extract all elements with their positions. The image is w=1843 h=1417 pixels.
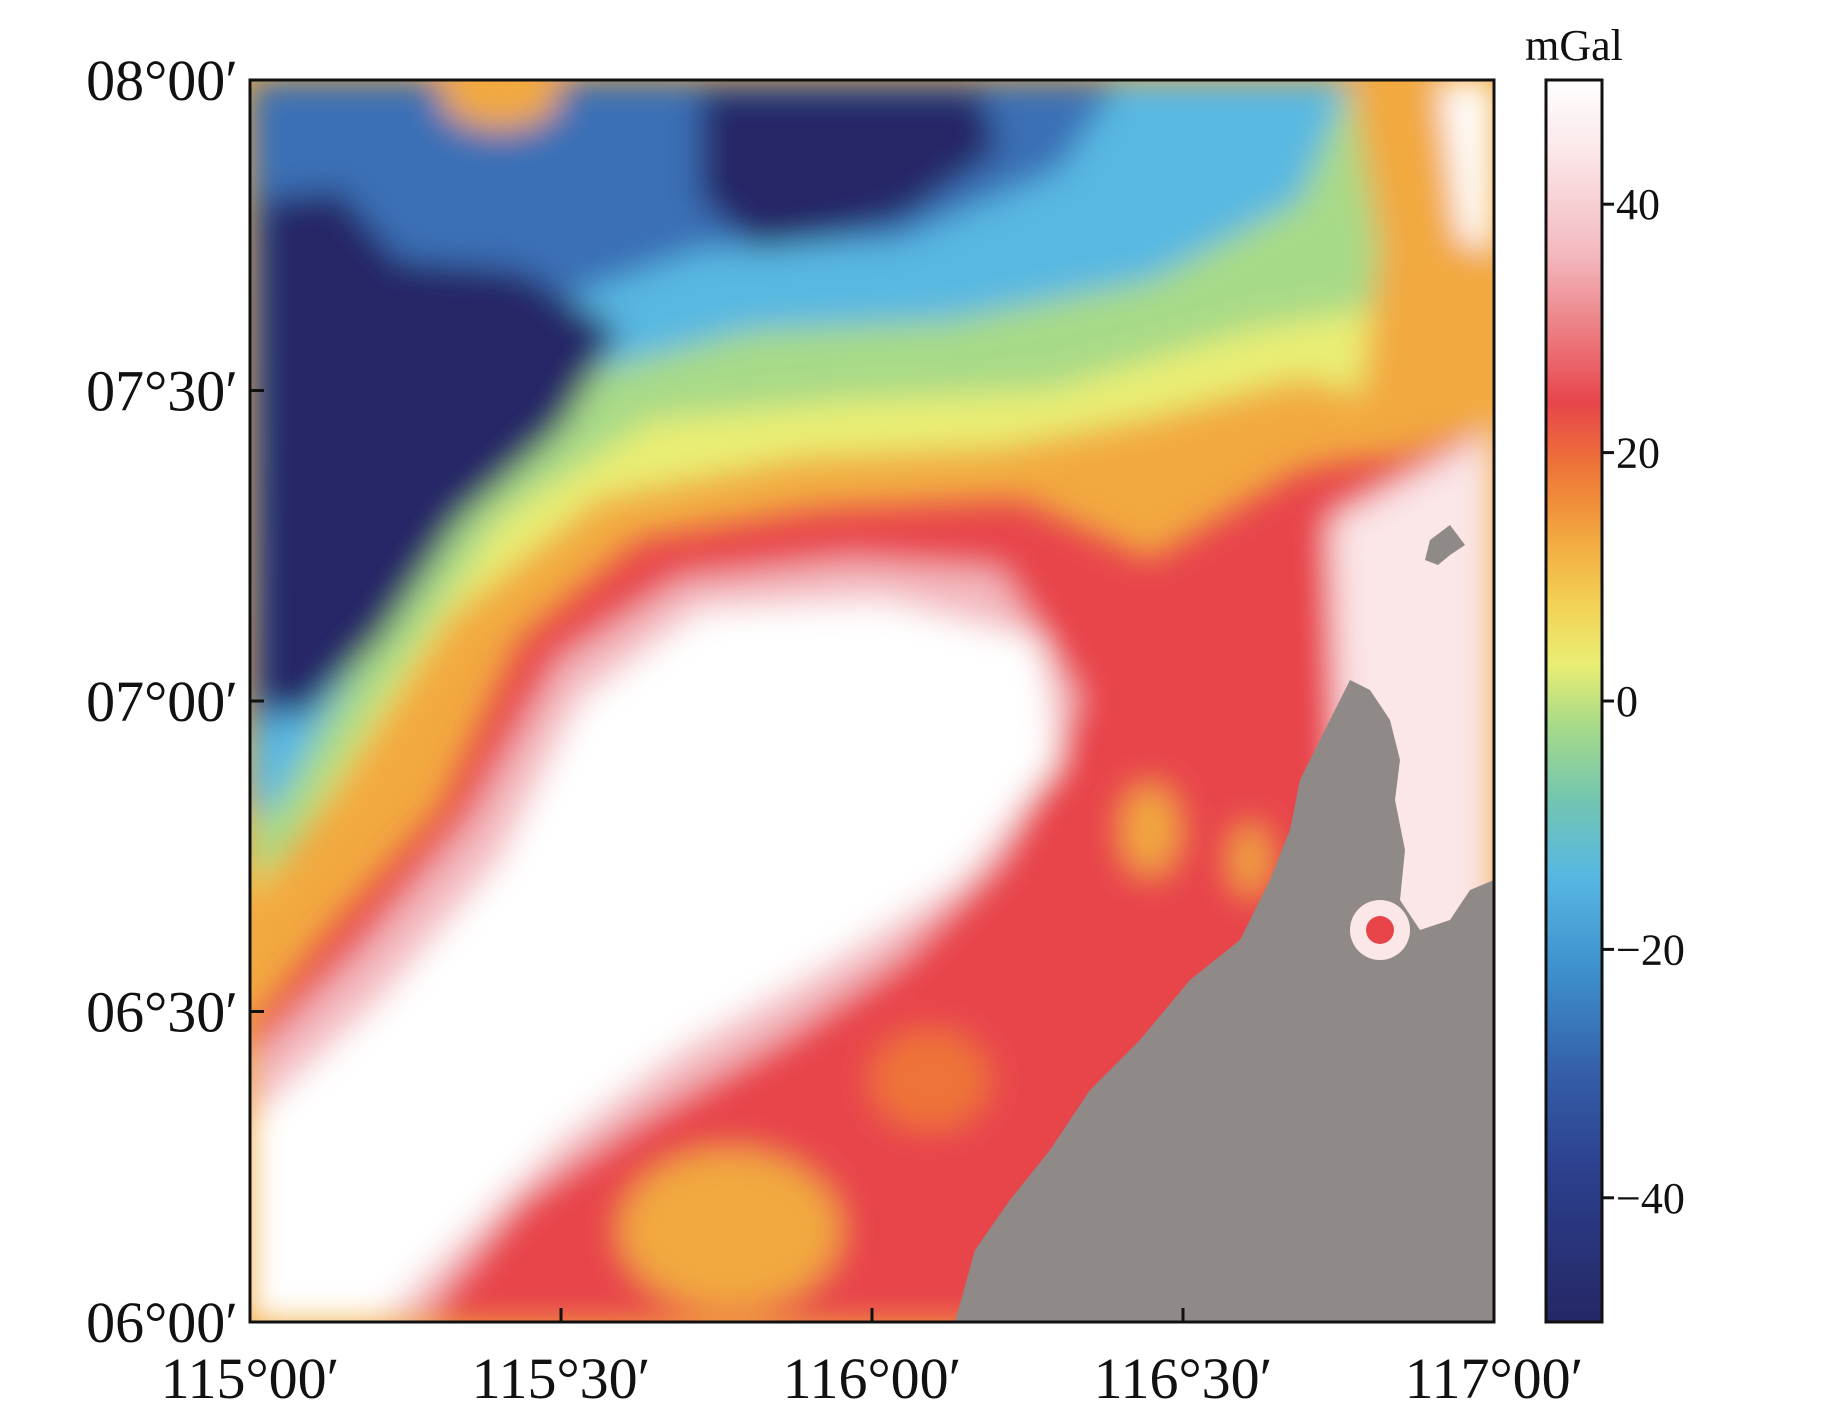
lat-tick-label: 08°00′ [86,48,238,113]
island [1425,525,1465,565]
colorbar: mGal 40 20 0 −20 −40 [1525,21,1685,1324]
lon-tick-label: 117°00′ [1405,1346,1584,1411]
colorbar-tick-label: 40 [1616,180,1660,229]
land-mass [955,680,1494,1322]
lat-tick-label: 07°00′ [86,669,238,734]
longitude-axis: 115°00′ 115°30′ 116°00′ 116°30′ 117°00′ [161,1308,1584,1411]
lon-tick-label: 116°00′ [783,1346,962,1411]
latitude-axis: 08°00′ 07°30′ 07°00′ 06°30′ 06°00′ [86,48,264,1355]
colorbar-tick-label: 0 [1616,677,1638,726]
lat-tick-label: 06°30′ [86,980,238,1045]
gravity-anomaly-field [250,80,1494,1322]
lon-tick-label: 116°30′ [1094,1346,1273,1411]
colorbar-ticks: 40 20 0 −20 −40 [1602,180,1685,1223]
lat-tick-label: 06°00′ [86,1290,238,1355]
colorbar-tick-label: −20 [1616,925,1685,974]
lon-tick-label: 115°30′ [472,1346,651,1411]
colorbar-gradient [1544,78,1604,1324]
colorbar-unit: mGal [1525,21,1623,70]
lon-tick-label: 115°00′ [161,1346,340,1411]
colorbar-tick-label: −40 [1616,1174,1685,1223]
lat-tick-label: 07°30′ [86,359,238,424]
colorbar-tick-label: 20 [1616,429,1660,478]
